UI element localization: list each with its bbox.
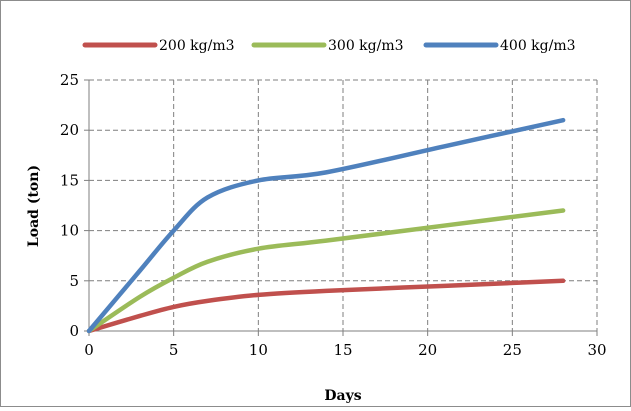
series-line-2 bbox=[86, 208, 566, 334]
legend-label: 300 kg/m3 bbox=[328, 38, 404, 54]
series-lines bbox=[86, 117, 566, 334]
series-line-3 bbox=[86, 117, 566, 334]
x-tick-label: 30 bbox=[587, 341, 606, 359]
series-line-1 bbox=[86, 278, 566, 334]
y-axis-title: Load (ton) bbox=[26, 165, 42, 247]
x-tick-label: 20 bbox=[418, 341, 437, 359]
legend: 200 kg/m3 300 kg/m3 400 kg/m3 bbox=[82, 38, 576, 54]
x-tick-label: 15 bbox=[333, 341, 352, 359]
x-tick-label: 10 bbox=[249, 341, 268, 359]
y-tick-label: 0 bbox=[69, 322, 79, 340]
y-tick-label: 20 bbox=[60, 121, 79, 139]
x-tick-label: 5 bbox=[169, 341, 179, 359]
legend-label: 200 kg/m3 bbox=[159, 38, 235, 54]
y-tick-label: 25 bbox=[60, 71, 79, 89]
y-tick-label: 15 bbox=[60, 171, 79, 189]
y-tick-label: 5 bbox=[69, 272, 79, 290]
y-tick-label: 10 bbox=[60, 222, 79, 240]
tick-labels: 0 5 10 15 20 25 30 0 5 10 15 20 25 bbox=[60, 71, 607, 359]
x-tick-label: 25 bbox=[503, 341, 522, 359]
x-tick-label: 0 bbox=[84, 341, 94, 359]
legend-label: 400 kg/m3 bbox=[500, 38, 576, 54]
x-axis-title: Days bbox=[324, 388, 361, 404]
plot-area bbox=[89, 80, 597, 331]
